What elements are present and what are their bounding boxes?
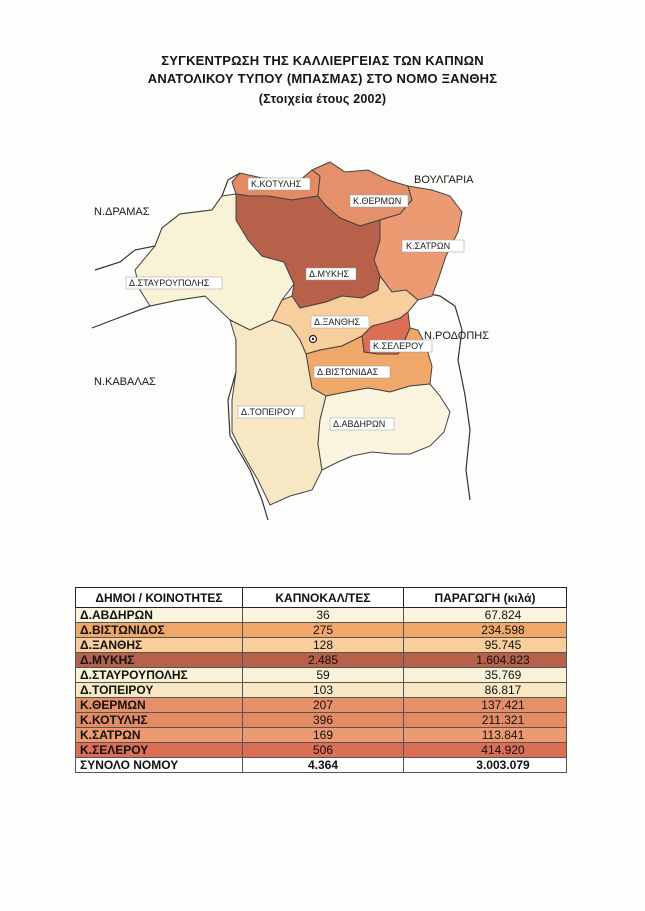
row-name: Κ.ΘΕΡΜΩΝ [75,697,243,713]
row-growers: 103 [242,682,404,698]
total-name: ΣΥΝΟΛΟ ΝΟΜΟΥ [75,757,243,773]
label-satron: Κ.ΣΑΤΡΩΝ [401,239,465,253]
table-row: Κ.ΣΕΛΕΡΟΥ 506 414.920 [75,742,567,758]
svg-text:Κ.ΣΑΤΡΩΝ: Κ.ΣΑΤΡΩΝ [406,241,450,251]
label-drama: Ν.ΔΡΑΜΑΣ [94,206,150,218]
label-xanthi: Δ.ΞΑΝΘΗΣ [310,315,370,329]
table-row: Κ.ΘΕΡΜΩΝ 207 137.421 [75,697,567,713]
label-kotyli: Κ.ΚΟΤΥΛΗΣ [247,177,311,191]
rodopi-border [419,291,471,501]
label-vistonidas: Δ.ΒΙΣΤΩΝΙΔΑΣ [313,365,391,379]
label-topeiroy: Δ.ΤΟΠΕΙΡΟΥ [237,405,305,419]
row-production: 414.920 [403,742,567,758]
row-production: 234.598 [403,622,567,638]
label-thermon: Κ.ΘΕΡΜΩΝ [349,194,409,208]
svg-text:Κ.ΣΕΛΕΡΟΥ: Κ.ΣΕΛΕΡΟΥ [373,341,424,351]
svg-text:Δ.ΣΤΑΥΡΟΥΠΟΛΗΣ: Δ.ΣΤΑΥΡΟΥΠΟΛΗΣ [129,278,210,288]
label-stavroupoli: Δ.ΣΤΑΥΡΟΥΠΟΛΗΣ [125,276,223,290]
svg-text:Δ.ΑΒΔΗΡΩΝ: Δ.ΑΒΔΗΡΩΝ [333,419,385,429]
header-growers: ΚΑΠΝΟΚΑΛ/ΤΕΣ [242,587,404,608]
label-kavala: Ν.ΚΑΒΑΛΑΣ [94,376,156,388]
svg-text:Δ.ΤΟΠΕΙΡΟΥ: Δ.ΤΟΠΕΙΡΟΥ [241,407,296,417]
svg-text:Κ.ΚΟΤΥΛΗΣ: Κ.ΚΟΤΥΛΗΣ [251,179,302,189]
row-name: Κ.ΚΟΤΥΛΗΣ [75,712,243,728]
table-total-row: ΣΥΝΟΛΟ ΝΟΜΟΥ 4.364 3.003.079 [75,757,567,773]
row-growers: 128 [242,637,404,653]
table-row: Δ.ΑΒΔΗΡΩΝ 36 67.824 [75,607,567,623]
table-row: Δ.ΣΤΑΥΡΟΥΠΟΛΗΣ 59 35.769 [75,667,567,683]
table-row: Κ.ΚΟΤΥΛΗΣ 396 211.321 [75,712,567,728]
table-row: Δ.ΞΑΝΘΗΣ 128 95.745 [75,637,567,653]
table-row: Δ.ΒΙΣΤΩΝΙΔΟΣ 275 234.598 [75,622,567,638]
svg-text:Δ.ΒΙΣΤΩΝΙΔΑΣ: Δ.ΒΙΣΤΩΝΙΔΑΣ [317,367,379,377]
svg-text:Δ.ΞΑΝΘΗΣ: Δ.ΞΑΝΘΗΣ [314,317,360,327]
svg-text:Κ.ΘΕΡΜΩΝ: Κ.ΘΕΡΜΩΝ [353,196,401,206]
row-name: Δ.ΣΤΑΥΡΟΥΠΟΛΗΣ [75,667,243,683]
row-name: Δ.ΒΙΣΤΩΝΙΔΟΣ [75,622,243,638]
row-production: 1.604.823 [403,652,567,668]
label-bulgaria: ΒΟΥΛΓΑΡΙΑ [414,174,474,186]
row-growers: 506 [242,742,404,758]
table-row: Κ.ΣΑΤΡΩΝ 169 113.841 [75,727,567,743]
row-production: 211.321 [403,712,567,728]
row-production: 113.841 [403,727,567,743]
total-production: 3.003.079 [403,757,567,773]
row-production: 137.421 [403,697,567,713]
label-rodopi: Ν.ΡΟΔΟΠΗΣ [424,330,489,342]
table-row: Δ.ΜΥΚΗΣ 2.485 1.604.823 [75,652,567,668]
row-growers: 396 [242,712,404,728]
production-table: ΔΗΜΟΙ / ΚΟΙΝΟΤΗΤΕΣ ΚΑΠΝΟΚΑΛ/ΤΕΣ ΠΑΡΑΓΩΓΗ… [75,587,567,773]
svg-text:Δ.ΜΥΚΗΣ: Δ.ΜΥΚΗΣ [309,269,350,279]
row-production: 35.769 [403,667,567,683]
label-avdiron: Δ.ΑΒΔΗΡΩΝ [329,417,395,431]
xanthi-map: Κ.ΚΟΤΥΛΗΣ Κ.ΘΕΡΜΩΝ Κ.ΣΑΤΡΩΝ Δ.ΜΥΚΗΣ Δ.ΣΤ… [91,161,489,521]
title-line-1: ΣΥΓΚΕΝΤΡΩΣΗ ΤΗΣ ΚΑΛΛΙΕΡΓΕΙΑΣ ΤΩΝ ΚΑΠΝΩΝ [161,53,484,68]
table-header-row: ΔΗΜΟΙ / ΚΟΙΝΟΤΗΤΕΣ ΚΑΠΝΟΚΑΛ/ΤΕΣ ΠΑΡΑΓΩΓΗ… [75,587,567,608]
row-name: Δ.ΜΥΚΗΣ [75,652,243,668]
row-name: Δ.ΤΟΠΕΙΡΟΥ [75,682,243,698]
table-row: Δ.ΤΟΠΕΙΡΟΥ 103 86.817 [75,682,567,698]
row-growers: 275 [242,622,404,638]
row-production: 67.824 [403,607,567,623]
row-growers: 2.485 [242,652,404,668]
label-mykis: Δ.ΜΥΚΗΣ [305,267,357,281]
row-name: Δ.ΑΒΔΗΡΩΝ [75,607,243,623]
header-production: ΠΑΡΑΓΩΓΗ (κιλά) [403,587,567,608]
xanthi-city-dot [311,337,315,341]
title-line-2: ΑΝΑΤΟΛΙΚΟΥ ΤΥΠΟΥ (ΜΠΑΣΜΑΣ) ΣΤΟ ΝΟΜΟ ΞΑΝΘ… [147,71,498,86]
header-municipalities: ΔΗΜΟΙ / ΚΟΙΝΟΤΗΤΕΣ [75,587,243,608]
row-name: Δ.ΞΑΝΘΗΣ [75,637,243,653]
title-line-3: (Στοιχεία έτους 2002) [258,92,387,106]
row-growers: 59 [242,667,404,683]
row-name: Κ.ΣΑΤΡΩΝ [75,727,243,743]
row-growers: 169 [242,727,404,743]
row-name: Κ.ΣΕΛΕΡΟΥ [75,742,243,758]
row-growers: 207 [242,697,404,713]
row-growers: 36 [242,607,404,623]
total-growers: 4.364 [242,757,404,773]
row-production: 95.745 [403,637,567,653]
label-seleroy: Κ.ΣΕΛΕΡΟΥ [369,339,433,353]
row-production: 86.817 [403,682,567,698]
